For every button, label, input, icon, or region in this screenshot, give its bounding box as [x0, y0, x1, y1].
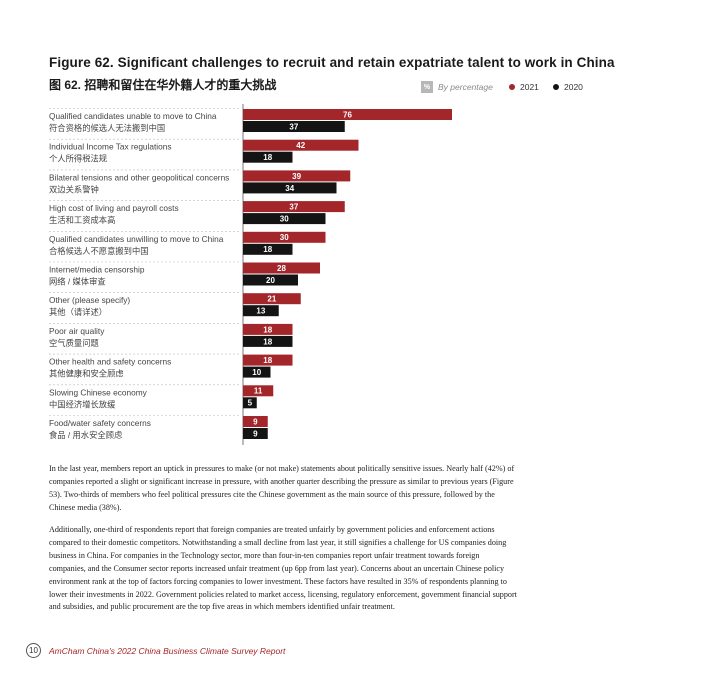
bar-2020: [243, 121, 345, 132]
category-label-zh: 中国经济增长放缓: [49, 399, 116, 409]
category-label-en: Other health and safety concerns: [49, 357, 171, 367]
bar-2020: [243, 366, 271, 378]
category-label-en: Qualified candidates unwilling to move t…: [49, 234, 224, 244]
value-label-2020: 5: [248, 399, 253, 408]
category-label-en: Individual Income Tax regulations: [49, 142, 172, 152]
value-label-2021: 76: [343, 110, 352, 119]
category-label-zh: 双边关系警钟: [49, 184, 99, 194]
percent-icon: %: [421, 81, 433, 93]
category-label-en: Internet/media censorship: [49, 265, 145, 275]
bar-2021: [243, 262, 320, 274]
category-label-zh: 其他（请详述）: [49, 307, 107, 317]
bar-chart: Qualified candidates unable to move to C…: [49, 104, 452, 445]
value-label-2021: 18: [263, 356, 272, 365]
category-label-zh: 食品 / 用水安全顾虑: [49, 430, 122, 440]
value-label-2020: 9: [253, 429, 258, 438]
figure-title-zh: 图 62. 招聘和留住在华外籍人才的重大挑战: [49, 78, 277, 92]
bar-2020: [243, 243, 293, 255]
category-label-zh: 网络 / 媒体审查: [49, 277, 106, 287]
report-title: AmCham China's 2022 China Business Clima…: [49, 645, 286, 656]
page-number: 10: [26, 643, 41, 658]
by-percentage-label: By percentage: [438, 82, 493, 92]
legend-item-2020: 2020: [553, 82, 583, 92]
value-label-2020: 13: [256, 307, 265, 316]
value-label-2021: 9: [253, 417, 258, 426]
bar-2021: [243, 170, 351, 182]
bar-2021: [243, 231, 326, 243]
value-label-2021: 28: [277, 264, 286, 273]
category-label-zh: 符合资格的候选人无法搬到中国: [49, 123, 165, 133]
bar-2020: [243, 213, 326, 225]
bar-2021: [243, 323, 293, 335]
value-label-2020: 20: [266, 276, 275, 285]
category-label-en: Food/water safety concerns: [49, 418, 151, 428]
category-label-en: Poor air quality: [49, 326, 105, 336]
value-label-2021: 37: [289, 203, 298, 212]
body-paragraph-1: In the last year, members report an upti…: [49, 464, 515, 512]
bar-2021: [243, 416, 268, 427]
page-footer: 10 AmCham China's 2022 China Business Cl…: [26, 643, 285, 658]
bar-2021: [243, 109, 452, 120]
legend-item-2021: 2021: [509, 82, 539, 92]
category-label-en: Qualified candidates unable to move to C…: [49, 111, 217, 121]
legend-label-2020: 2020: [564, 82, 583, 92]
bar-2020: [243, 397, 257, 409]
bar-2021: [243, 201, 345, 213]
value-label-2020: 10: [252, 368, 261, 377]
bar-2020: [243, 274, 298, 286]
bar-2021: [243, 293, 301, 305]
value-label-2021: 21: [267, 295, 276, 304]
category-label-en: High cost of living and payroll costs: [49, 203, 179, 213]
category-label-zh: 生活和工资成本高: [49, 215, 115, 225]
value-label-2021: 39: [292, 172, 301, 181]
value-label-2021: 11: [254, 387, 263, 396]
legend-swatch-2021: [509, 84, 515, 90]
category-label-zh: 其他健康和安全顾虑: [49, 369, 124, 379]
bar-2020: [243, 335, 293, 347]
value-label-2020: 18: [263, 153, 272, 162]
bar-2020: [243, 151, 293, 163]
value-label-2021: 30: [280, 233, 289, 242]
value-label-2021: 42: [296, 141, 305, 150]
category-label-en: Slowing Chinese economy: [49, 387, 148, 397]
value-label-2020: 30: [280, 215, 289, 224]
value-label-2020: 34: [285, 184, 294, 193]
bar-2020: [243, 428, 268, 439]
figure-title-en: Figure 62. Significant challenges to rec…: [49, 55, 615, 70]
by-percentage-note: % By percentage: [421, 81, 493, 93]
bar-2021: [243, 139, 359, 151]
value-label-2020: 18: [263, 337, 272, 346]
category-label-en: Other (please specify): [49, 295, 130, 305]
legend-label-2021: 2021: [520, 82, 539, 92]
value-label-2020: 18: [263, 245, 272, 254]
category-label-zh: 空气质量问题: [49, 338, 99, 348]
value-label-2020: 37: [289, 122, 298, 131]
bar-2020: [243, 182, 337, 194]
bar-2021: [243, 354, 293, 366]
body-paragraph-2: Additionally, one-third of respondents r…: [49, 525, 517, 612]
bar-2020: [243, 305, 279, 317]
value-label-2021: 18: [263, 325, 272, 334]
legend-swatch-2020: [553, 84, 559, 90]
bar-2021: [243, 385, 274, 397]
category-label-en: Bilateral tensions and other geopolitica…: [49, 172, 229, 182]
category-label-zh: 合格候选人不愿意搬到中国: [49, 246, 149, 256]
category-label-zh: 个人所得税法规: [49, 154, 107, 164]
